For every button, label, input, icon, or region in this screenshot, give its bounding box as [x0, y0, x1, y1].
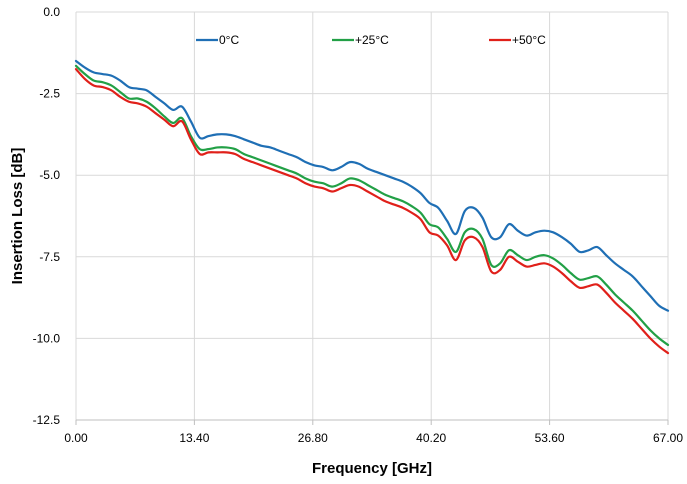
series-lines: [74, 59, 670, 355]
y-tick-label: -10.0: [33, 331, 61, 345]
y-tick-label: -2.5: [39, 87, 60, 101]
x-tick-label: 67.00: [653, 431, 683, 445]
x-axis-title: Frequency [GHz]: [312, 460, 432, 477]
y-axis-title: Insertion Loss [dB]: [9, 148, 26, 285]
series-line-2: [74, 68, 670, 355]
axes: 0.0 -2.5 -5.0 -7.5 -10.0 -12.50.00 13.40 26.80 4…: [33, 5, 684, 445]
x-tick-label: 40.20: [416, 431, 446, 445]
legend-label: +50°C: [512, 33, 546, 47]
y-tick-label: -12.5: [33, 413, 61, 427]
y-tick-label: -7.5: [39, 250, 60, 264]
y-tick-label: -5.0: [39, 168, 60, 182]
legend: 0°C +25°C +50°C: [196, 33, 546, 47]
x-tick-label: 0.00: [64, 431, 88, 445]
x-tick-label: 53.60: [535, 431, 565, 445]
x-tick-label: 26.80: [298, 431, 328, 445]
legend-label: +25°C: [355, 33, 389, 47]
y-tick-label: 0.0: [43, 5, 60, 19]
x-tick-label: 13.40: [179, 431, 209, 445]
grid: [75, 11, 669, 421]
series-line-0: [74, 59, 670, 312]
legend-label: 0°C: [219, 33, 239, 47]
series-line-1: [74, 64, 670, 347]
